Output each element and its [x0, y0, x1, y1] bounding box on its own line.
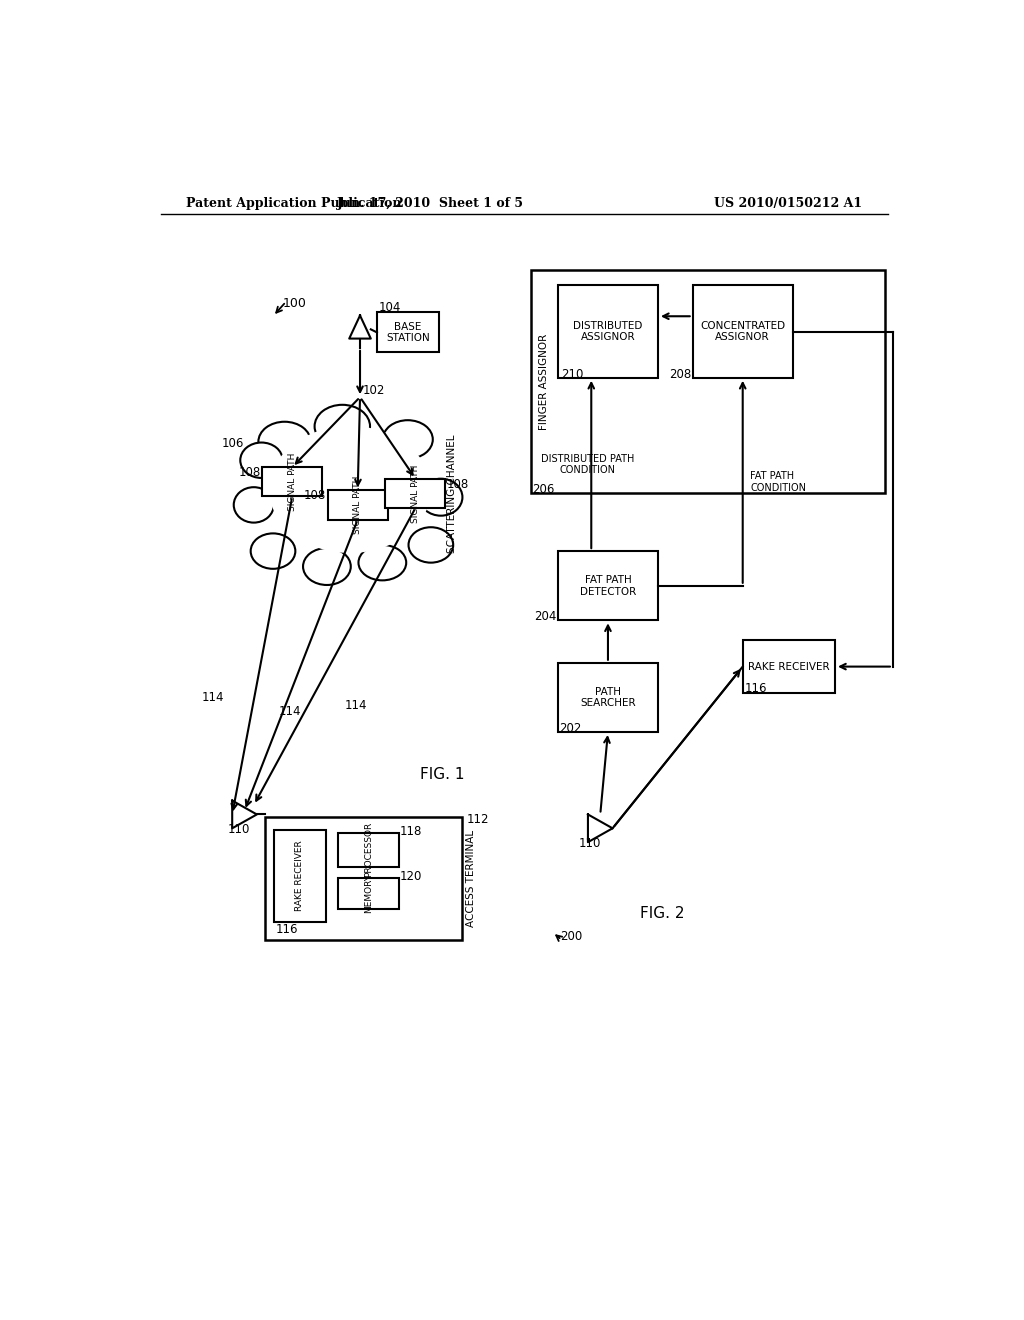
- Text: BASE
STATION: BASE STATION: [386, 322, 430, 343]
- Ellipse shape: [251, 533, 295, 569]
- Text: SIGNAL PATH: SIGNAL PATH: [411, 465, 420, 523]
- Ellipse shape: [241, 442, 283, 478]
- Text: FIG. 1: FIG. 1: [420, 767, 465, 781]
- Text: FIG. 2: FIG. 2: [640, 906, 684, 920]
- Text: 206: 206: [532, 483, 555, 496]
- Bar: [265, 817, 462, 940]
- Text: Patent Application Publication: Patent Application Publication: [186, 197, 401, 210]
- Text: 108: 108: [239, 466, 261, 479]
- Ellipse shape: [419, 479, 463, 516]
- Text: 108: 108: [304, 490, 326, 502]
- Text: RAKE RECEIVER: RAKE RECEIVER: [296, 841, 304, 911]
- Text: 116: 116: [744, 682, 767, 696]
- Text: 114: 114: [279, 705, 301, 718]
- Text: 120: 120: [400, 870, 423, 883]
- Text: 108: 108: [447, 478, 469, 491]
- Bar: [339, 833, 398, 867]
- Bar: [339, 878, 398, 909]
- Bar: [558, 285, 658, 378]
- Bar: [558, 552, 658, 620]
- Ellipse shape: [409, 527, 454, 562]
- Text: 204: 204: [534, 610, 556, 623]
- Text: SIGNAL PATH: SIGNAL PATH: [353, 475, 362, 535]
- Text: US 2010/0150212 A1: US 2010/0150212 A1: [714, 197, 862, 210]
- Text: SCATTERING CHANNEL: SCATTERING CHANNEL: [447, 434, 458, 553]
- Text: 112: 112: [466, 813, 488, 826]
- Text: RAKE RECEIVER: RAKE RECEIVER: [749, 661, 829, 672]
- Text: 100: 100: [283, 297, 307, 310]
- Text: 106: 106: [221, 437, 244, 450]
- Bar: [385, 479, 445, 508]
- Bar: [273, 830, 326, 923]
- Text: FAT PATH
CONDITION: FAT PATH CONDITION: [751, 471, 807, 492]
- Text: 202: 202: [559, 722, 582, 735]
- Ellipse shape: [383, 420, 433, 459]
- Ellipse shape: [269, 426, 431, 553]
- Text: 114: 114: [345, 698, 368, 711]
- Text: MEMORY: MEMORY: [364, 874, 373, 913]
- Bar: [262, 467, 323, 496]
- Text: ACCESS TERMINAL: ACCESS TERMINAL: [466, 830, 476, 927]
- Bar: [531, 271, 885, 494]
- Text: DISTRIBUTED PATH
CONDITION: DISTRIBUTED PATH CONDITION: [541, 454, 634, 475]
- Bar: [377, 313, 438, 352]
- Text: CONCENTRATED
ASSIGNOR: CONCENTRATED ASSIGNOR: [700, 321, 785, 342]
- Ellipse shape: [358, 545, 407, 581]
- Text: FAT PATH
DETECTOR: FAT PATH DETECTOR: [580, 576, 636, 597]
- Bar: [742, 640, 836, 693]
- Bar: [328, 490, 388, 520]
- Text: 114: 114: [202, 690, 224, 704]
- Ellipse shape: [233, 487, 273, 523]
- Text: FINGER ASSIGNOR: FINGER ASSIGNOR: [539, 334, 549, 430]
- Text: 110: 110: [227, 824, 250, 837]
- Bar: [692, 285, 793, 378]
- Text: 104: 104: [379, 301, 400, 314]
- Text: PROCESSOR: PROCESSOR: [364, 822, 373, 878]
- Bar: [558, 663, 658, 733]
- Text: Jun. 17, 2010  Sheet 1 of 5: Jun. 17, 2010 Sheet 1 of 5: [337, 197, 524, 210]
- Text: 200: 200: [560, 929, 583, 942]
- Text: 102: 102: [364, 384, 385, 397]
- Ellipse shape: [314, 405, 370, 447]
- Ellipse shape: [250, 414, 451, 565]
- Text: 110: 110: [579, 837, 601, 850]
- Text: 208: 208: [669, 367, 691, 380]
- Text: 210: 210: [561, 367, 584, 380]
- Text: SIGNAL PATH: SIGNAL PATH: [288, 453, 297, 511]
- Text: 116: 116: [275, 924, 298, 936]
- Text: PATH
SEARCHER: PATH SEARCHER: [581, 686, 636, 709]
- Ellipse shape: [303, 548, 351, 585]
- Text: DISTRIBUTED
ASSIGNOR: DISTRIBUTED ASSIGNOR: [573, 321, 643, 342]
- Text: 118: 118: [400, 825, 423, 838]
- Ellipse shape: [258, 422, 310, 462]
